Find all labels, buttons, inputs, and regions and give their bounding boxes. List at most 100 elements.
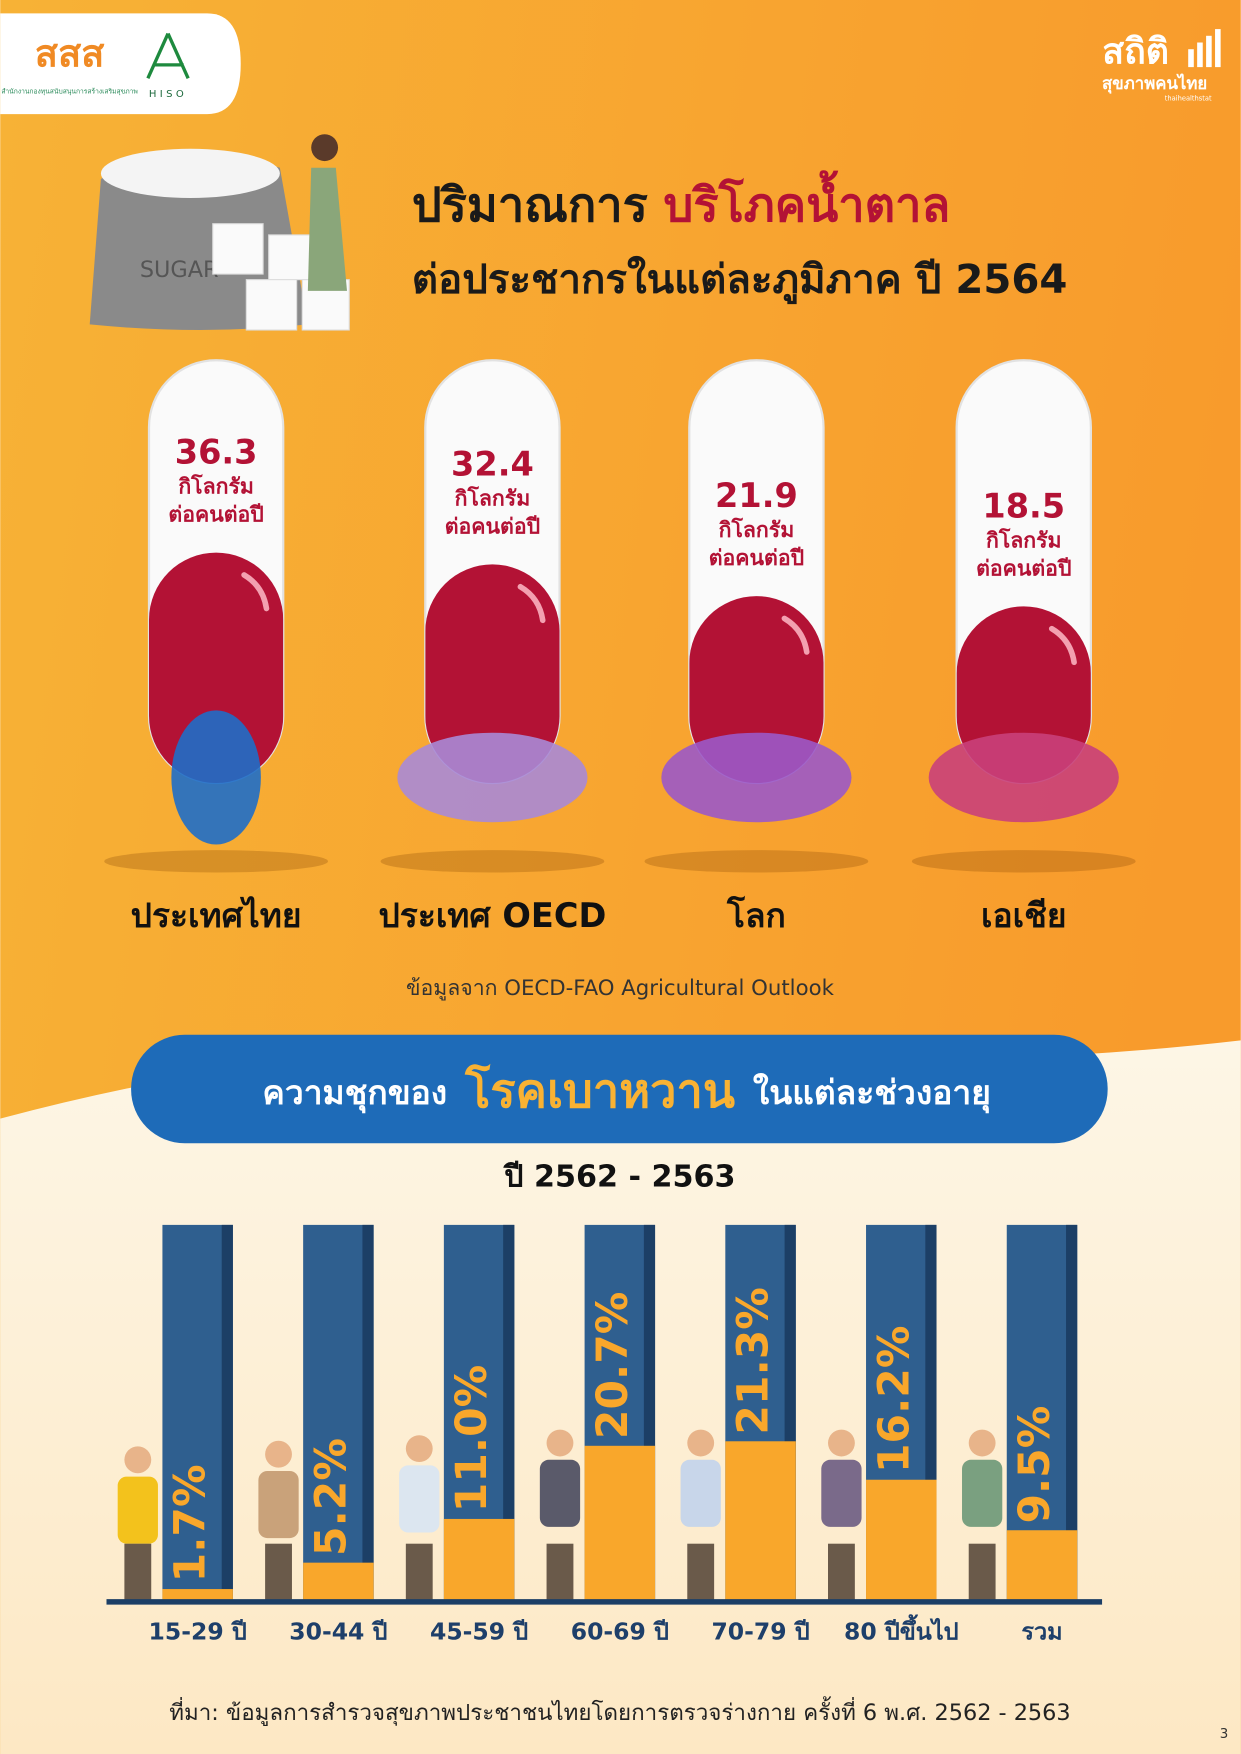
category-label: 70-79 ปี xyxy=(711,1618,809,1646)
category-label: รวม xyxy=(1021,1618,1062,1646)
map xyxy=(661,732,852,823)
person-legs xyxy=(265,1543,292,1600)
bar-title-part: ในแต่ละช่วงอายุ xyxy=(753,1072,991,1114)
footer-source: ที่มา: ข้อมูลการสำรวจสุขภาพประชาชนไทยโดย… xyxy=(169,1696,1070,1726)
bar-title: ความชุกของ โรคเบาหวาน ในแต่ละช่วงอายุ xyxy=(262,1063,990,1119)
bar xyxy=(725,1441,796,1602)
pill-shadow xyxy=(104,850,328,873)
value-label: 36.3 xyxy=(175,433,258,472)
pill-shadow xyxy=(911,850,1136,873)
bar-background-edge xyxy=(221,1224,233,1602)
bar-background-edge xyxy=(784,1224,796,1602)
person-legs xyxy=(687,1543,715,1600)
logo-caption: สำนักงานกองทุนสนับสนุนการสร้างเสริมสุขภา… xyxy=(1,88,138,96)
bar-title-part: ความชุกของ xyxy=(262,1073,447,1114)
unit-label: กิโลกรัม xyxy=(718,517,794,543)
map xyxy=(397,732,588,823)
unit-label: ต่อคนต่อปี xyxy=(168,503,263,528)
title-line2: ต่อประชากรในแต่ละภูมิภาค ปี 2564 xyxy=(412,256,1068,305)
person-legs xyxy=(405,1543,433,1600)
bar xyxy=(584,1445,656,1602)
person-head xyxy=(546,1429,574,1457)
sugar-illustration: SUGAR xyxy=(89,134,350,331)
pill-shine xyxy=(241,572,270,612)
logo-hiso: HISO xyxy=(149,89,187,100)
person-legs xyxy=(124,1543,152,1600)
pill-shadow xyxy=(380,850,605,873)
bar-background-edge xyxy=(1066,1224,1078,1602)
logo-stat: สถิติ xyxy=(1102,32,1169,73)
value-label: 21.9 xyxy=(715,476,798,515)
value-label: 11.0% xyxy=(448,1365,497,1512)
value-label: 32.4 xyxy=(451,444,534,483)
unit-label: กิโลกรัม xyxy=(986,527,1062,553)
value-label: 21.3% xyxy=(730,1287,779,1434)
pill-shine xyxy=(781,615,810,655)
person-body xyxy=(258,1470,299,1539)
pill-fill xyxy=(956,606,1091,784)
person-body xyxy=(399,1465,440,1533)
bar-background xyxy=(303,1224,374,1602)
logo-stat-sub: สุขภาพคนไทย xyxy=(1102,73,1207,94)
category-label: 60-69 ปี xyxy=(571,1618,669,1646)
category-label: ประเทศไทย xyxy=(131,896,302,935)
logo-sss: สสส xyxy=(35,31,105,75)
bar-background-edge xyxy=(503,1224,515,1602)
unit-label: กิโลกรัม xyxy=(454,485,530,511)
category-label: 80 ปีขึ้นไป xyxy=(844,1614,959,1646)
value-label: 16.2% xyxy=(870,1326,919,1473)
bar-background xyxy=(162,1224,233,1602)
person-head xyxy=(124,1446,152,1474)
person-legs xyxy=(968,1543,996,1600)
logo-panel xyxy=(0,13,241,115)
bar-background-edge xyxy=(643,1224,656,1602)
person-head xyxy=(405,1435,433,1463)
pill-shine xyxy=(517,583,546,624)
person-head xyxy=(687,1429,715,1457)
person-legs xyxy=(828,1543,855,1600)
page-number: 3 xyxy=(1220,1727,1229,1742)
bar xyxy=(866,1479,937,1602)
category-label: โลก xyxy=(726,895,786,935)
bar xyxy=(303,1562,374,1602)
bar-title-highlight: โรคเบาหวาน xyxy=(464,1063,735,1119)
category-label: 45-59 ปี xyxy=(430,1618,528,1646)
unit-label: ต่อคนต่อปี xyxy=(445,514,540,539)
value-label: 5.2% xyxy=(307,1438,356,1556)
banner xyxy=(131,1034,1108,1144)
bar-subtitle: ปี 2562 - 2563 xyxy=(503,1159,736,1194)
category-label: 30-44 ปี xyxy=(289,1618,387,1646)
person-legs xyxy=(546,1543,574,1600)
person-body xyxy=(680,1459,721,1527)
person-head xyxy=(968,1429,996,1457)
title: ปริมาณการ บริโภคน้ำตาล xyxy=(412,170,950,233)
bar-background-edge xyxy=(925,1224,937,1602)
title-highlight: บริโภคน้ำตาล xyxy=(664,170,951,233)
person-head xyxy=(828,1429,855,1457)
svg-text:SUGAR: SUGAR xyxy=(140,257,219,283)
source-note: ข้อมูลจาก OECD-FAO Agricultural Outlook xyxy=(406,976,835,1001)
value-label: 9.5% xyxy=(1011,1406,1060,1524)
pill-shadow xyxy=(644,850,869,873)
person-body xyxy=(962,1459,1003,1527)
unit-label: ต่อคนต่อปี xyxy=(976,556,1071,581)
title-part: ปริมาณการ xyxy=(412,178,648,233)
bar-background-edge xyxy=(362,1224,374,1602)
category-label: ประเทศ OECD xyxy=(379,896,607,935)
map xyxy=(928,732,1119,823)
map xyxy=(171,710,261,845)
value-label: 1.7% xyxy=(167,1464,216,1582)
bar xyxy=(162,1589,233,1602)
person-body xyxy=(117,1476,158,1544)
value-label: 18.5 xyxy=(982,486,1065,525)
bar xyxy=(1006,1530,1078,1602)
logo-hiso-mark xyxy=(146,32,190,79)
pill-shine xyxy=(1048,625,1077,666)
bar xyxy=(443,1518,515,1602)
person-body xyxy=(539,1459,581,1527)
category-label: 15-29 ปี xyxy=(149,1618,247,1646)
logo-stat-url: thaihealthstat xyxy=(1165,94,1212,102)
